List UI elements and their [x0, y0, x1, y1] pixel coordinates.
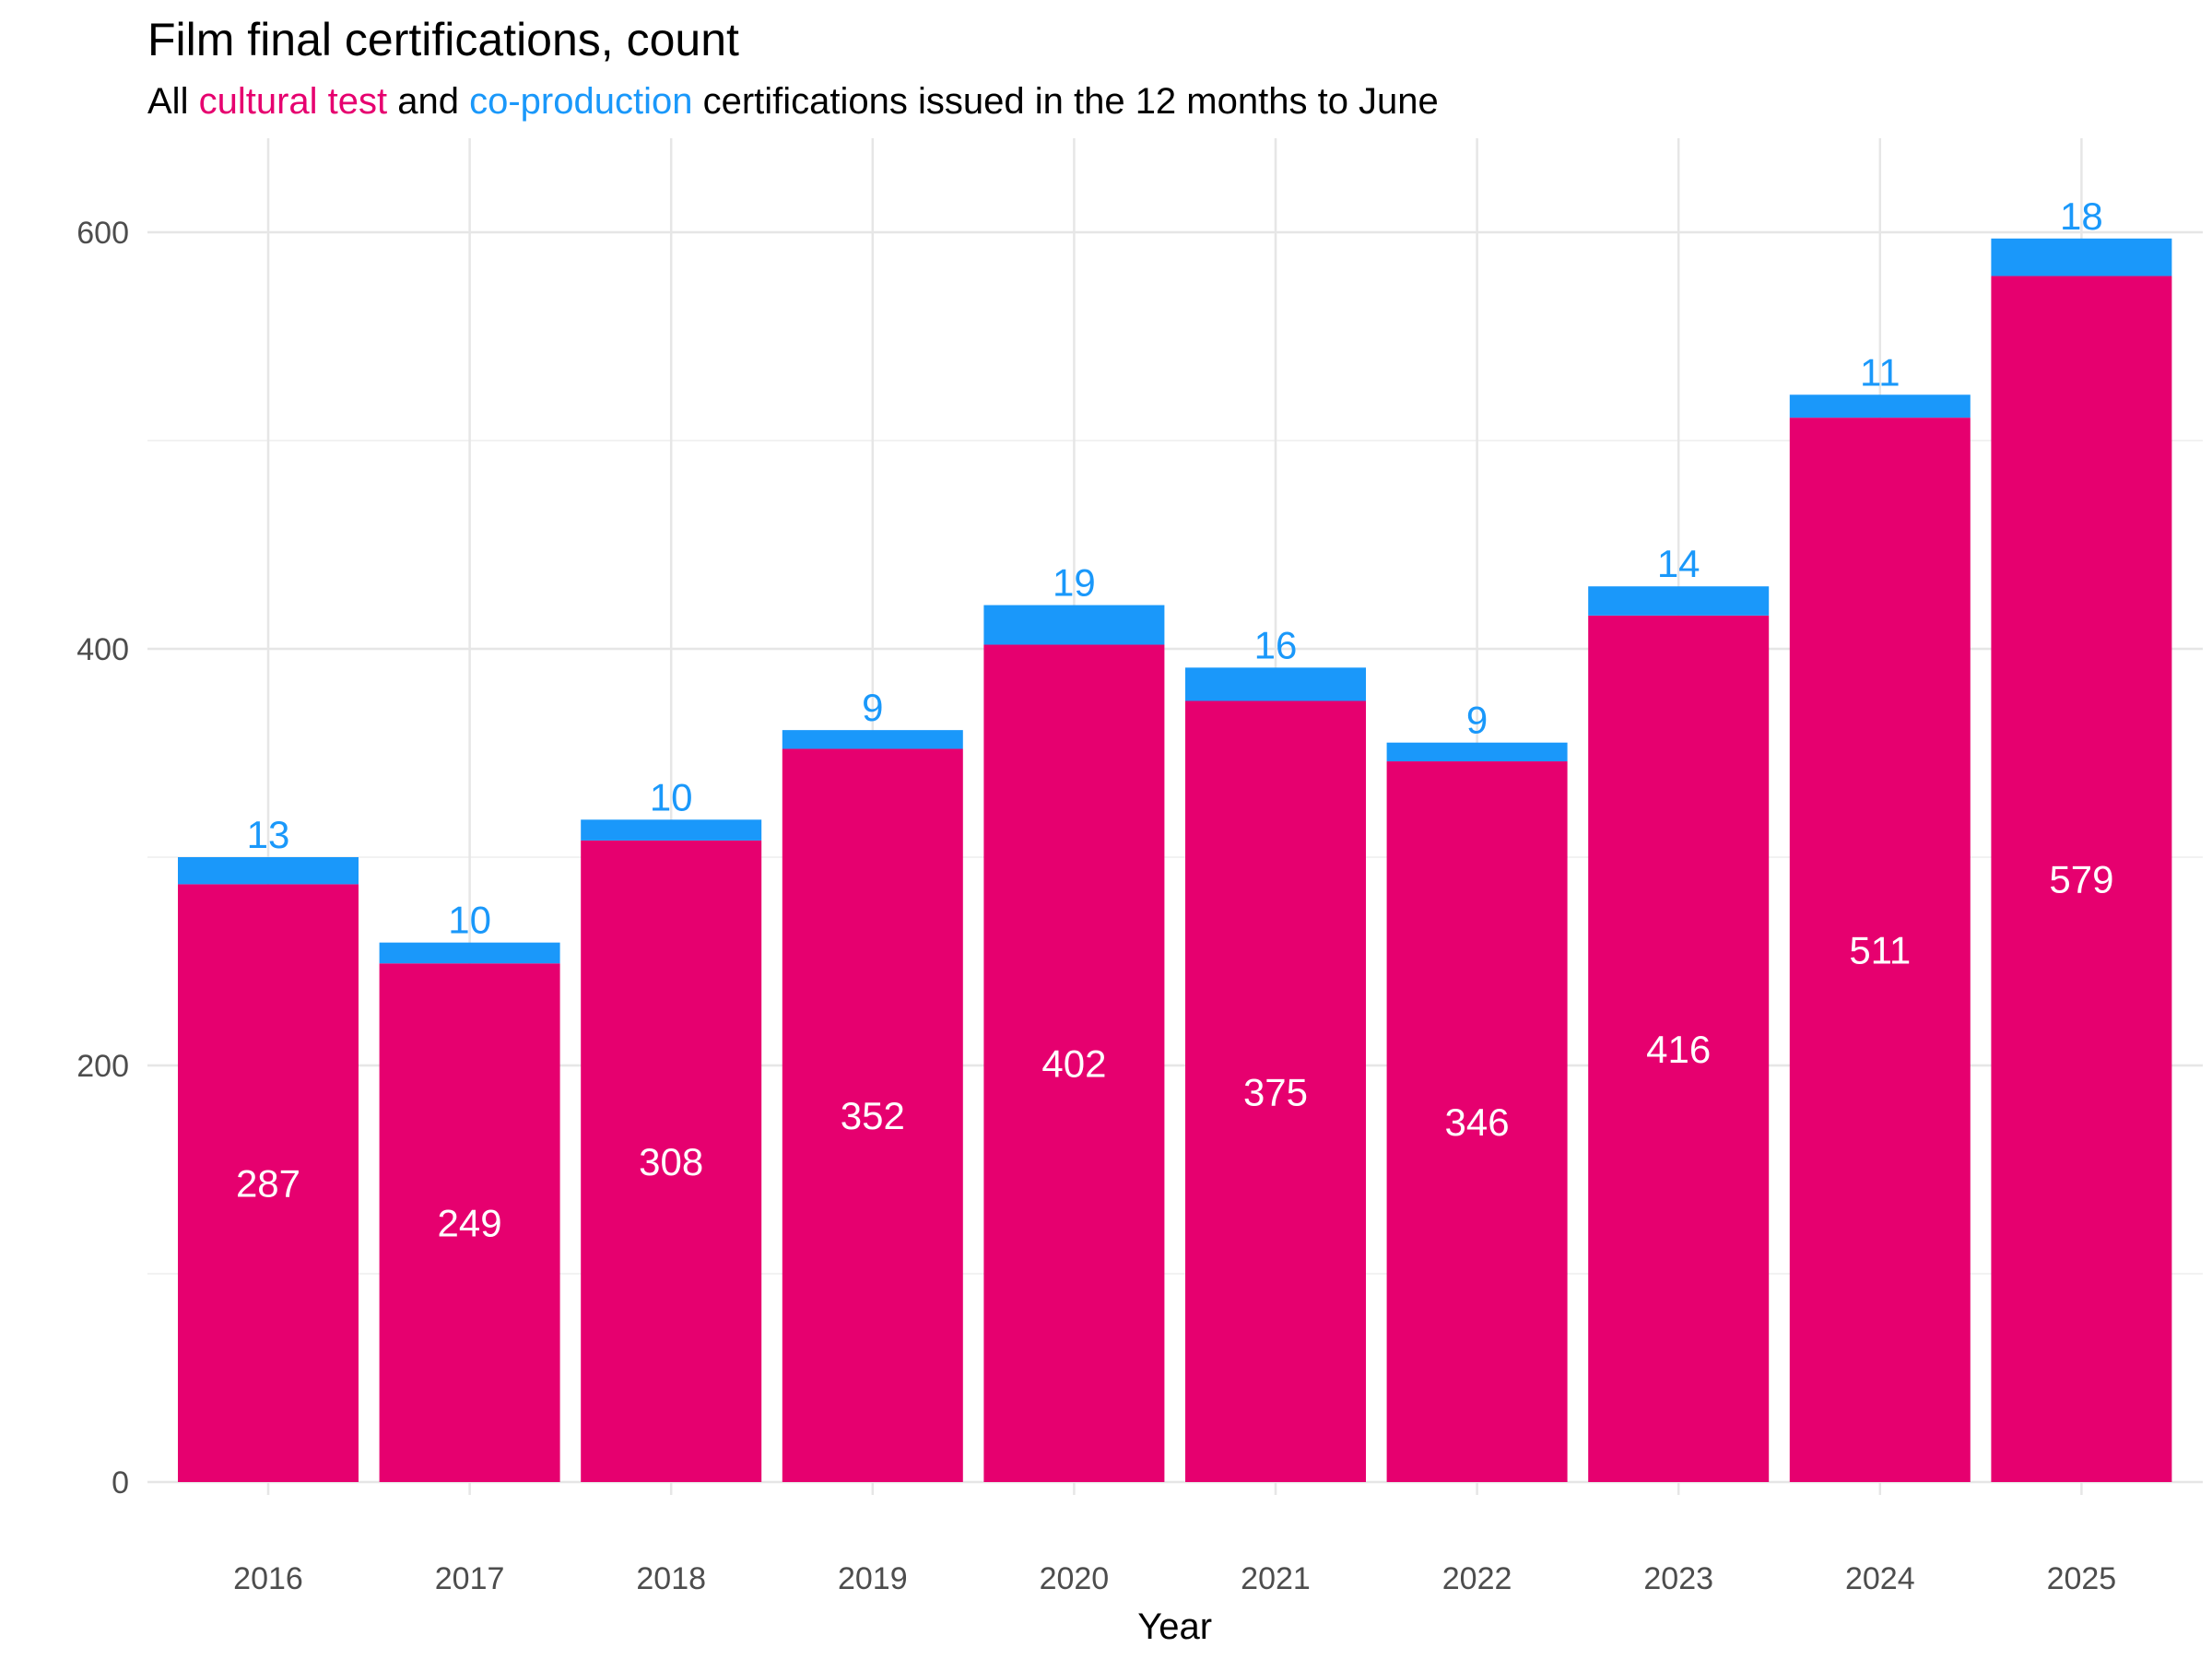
bar-cultural-test-2020 [983, 644, 1165, 1482]
chart-subtitle: All cultural test and co-production cert… [147, 81, 1439, 123]
chart-title: Film final certifications, count [147, 14, 739, 65]
label-cultural-test-2017: 249 [438, 1202, 502, 1245]
bar-cultural-test-2016 [178, 884, 359, 1482]
x-tick-label: 2016 [233, 1561, 303, 1596]
x-tick-label: 2022 [1442, 1561, 1512, 1596]
label-cultural-test-2016: 287 [236, 1162, 300, 1206]
subtitle-text: certifications issued in the 12 months t… [692, 81, 1439, 122]
bar-cultural-test-2022 [1386, 761, 1568, 1482]
bar-co-production-2017 [379, 942, 560, 964]
bar-cultural-test-2017 [379, 963, 560, 1482]
x-axis-title: Year [1137, 1606, 1212, 1647]
x-tick-label: 2019 [838, 1561, 908, 1596]
bars [178, 238, 2172, 1483]
bar-co-production-2024 [1789, 394, 1971, 418]
x-tick-label: 2020 [1040, 1561, 1110, 1596]
y-tick-label: 600 [76, 216, 129, 251]
bar-cultural-test-2023 [1588, 615, 1770, 1482]
subtitle-text: All [147, 81, 199, 122]
x-tick-label: 2023 [1643, 1561, 1713, 1596]
x-tick-label: 2024 [1845, 1561, 1915, 1596]
subtitle-text: and [387, 81, 470, 122]
subtitle-cultural-test: cultural test [198, 81, 388, 122]
x-tick-label: 2017 [435, 1561, 505, 1596]
x-tick-label: 2025 [2047, 1561, 2117, 1596]
bar-cultural-test-2018 [581, 840, 762, 1482]
bar-co-production-2018 [581, 819, 762, 841]
label-cultural-test-2018: 308 [639, 1140, 703, 1183]
y-tick-label: 400 [76, 632, 129, 667]
label-cultural-test-2025: 579 [2049, 858, 2113, 901]
label-co-production-2016: 13 [247, 813, 290, 856]
label-cultural-test-2020: 402 [1041, 1042, 1106, 1086]
bar-co-production-2025 [1991, 238, 2172, 276]
label-co-production-2021: 16 [1254, 623, 1298, 666]
label-cultural-test-2024: 511 [1849, 929, 1911, 972]
label-co-production-2024: 11 [1860, 350, 1900, 394]
label-co-production-2017: 10 [448, 899, 491, 942]
bar-co-production-2016 [178, 857, 359, 885]
axes: 0 200 400 600 2016 2017 2018 2019 2020 2021 2022 20… [76, 216, 2116, 1596]
label-co-production-2025: 18 [2060, 194, 2103, 238]
bar-cultural-test-2019 [782, 748, 963, 1482]
y-tick-label: 0 [112, 1465, 129, 1500]
label-co-production-2020: 19 [1053, 561, 1096, 605]
x-tick-label: 2018 [636, 1561, 706, 1596]
subtitle-co-production: co-production [469, 81, 693, 122]
label-cultural-test-2021: 375 [1243, 1070, 1308, 1113]
label-cultural-test-2023: 416 [1646, 1028, 1711, 1071]
bar-cultural-test-2021 [1185, 700, 1366, 1482]
bar-cultural-test-2024 [1789, 418, 1971, 1482]
label-cultural-test-2019: 352 [841, 1094, 905, 1137]
label-co-production-2018: 10 [650, 775, 693, 818]
label-cultural-test-2022: 346 [1445, 1100, 1510, 1144]
bar-co-production-2021 [1185, 667, 1366, 701]
y-tick-label: 200 [76, 1049, 129, 1084]
bar-co-production-2019 [782, 730, 963, 749]
label-co-production-2019: 9 [862, 686, 883, 729]
bar-co-production-2020 [983, 605, 1165, 645]
bar-co-production-2023 [1588, 586, 1770, 616]
data-labels: 287 13 249 10 308 10 352 9 402 19 375 16 346 9 416 14 51… [236, 194, 2113, 1245]
label-co-production-2022: 9 [1466, 699, 1488, 742]
bar-cultural-test-2025 [1991, 276, 2172, 1483]
label-co-production-2023: 14 [1657, 542, 1700, 585]
bar-co-production-2022 [1386, 742, 1568, 762]
x-tick-label: 2021 [1241, 1561, 1311, 1596]
